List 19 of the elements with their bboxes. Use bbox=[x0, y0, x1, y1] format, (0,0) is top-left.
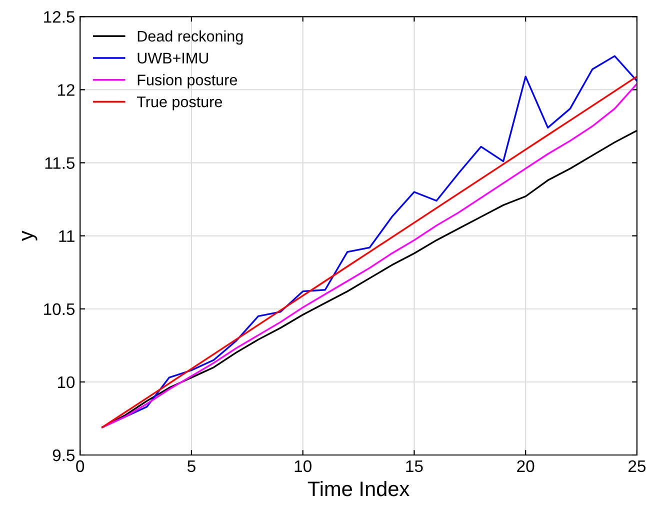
x-axis-title: Time Index bbox=[308, 480, 410, 496]
x-tick-label: 10 bbox=[294, 460, 312, 472]
x-tick-label: 15 bbox=[406, 460, 423, 472]
x-tick-label: 0 bbox=[76, 460, 84, 472]
y-tick-label: 11.5 bbox=[45, 157, 75, 169]
y-tick-label: 11 bbox=[59, 230, 74, 242]
y-tick-label: 12 bbox=[58, 84, 74, 96]
x-tick-label: 5 bbox=[188, 460, 196, 472]
legend-label: Dead reckoning bbox=[138, 30, 243, 45]
x-tick-label: 25 bbox=[628, 460, 646, 472]
legend-label: Fusion posture bbox=[138, 74, 238, 88]
legend-label: UWB+IMU bbox=[138, 52, 208, 64]
y-tick-label: 10.5 bbox=[44, 303, 75, 316]
y-tick-label: 10 bbox=[58, 376, 75, 388]
legend-label: True posture bbox=[136, 96, 222, 110]
x-tick-label: 20 bbox=[517, 460, 534, 472]
y-tick-label: 9.5 bbox=[52, 449, 75, 462]
y-axis-title: y bbox=[22, 230, 38, 241]
y-tick-label: 12.5 bbox=[44, 11, 75, 23]
